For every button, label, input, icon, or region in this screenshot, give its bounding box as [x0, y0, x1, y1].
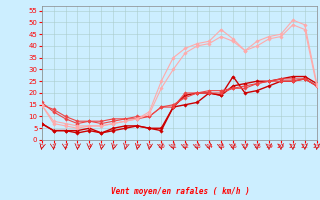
Text: Vent moyen/en rafales ( km/h ): Vent moyen/en rafales ( km/h ) — [111, 187, 250, 196]
